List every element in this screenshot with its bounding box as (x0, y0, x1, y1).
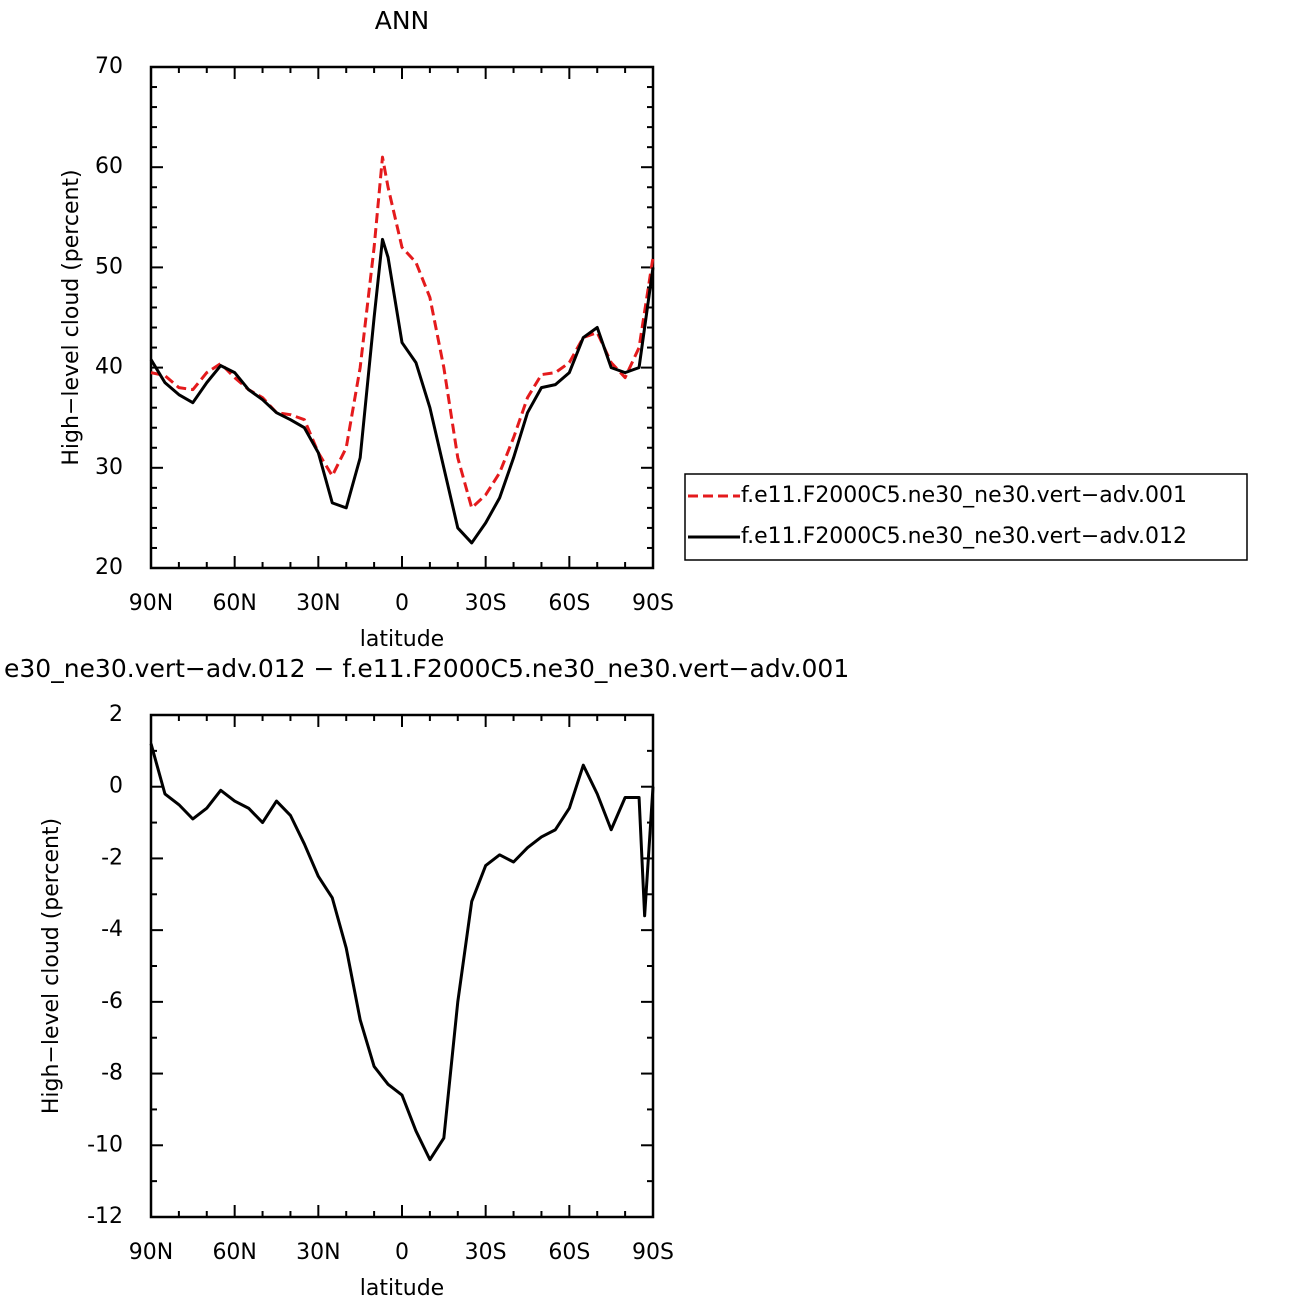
legend-label: f.e11.F2000C5.ne30_ne30.vert−adv.001 (741, 483, 1187, 508)
legend-label: f.e11.F2000C5.ne30_ne30.vert−adv.012 (741, 524, 1187, 549)
plot-frame (149, 713, 655, 1219)
y-tick-label: 2 (109, 702, 123, 727)
y-tick-label: 20 (95, 555, 123, 580)
y-tick-label: -12 (87, 1204, 123, 1229)
chart-title: ANN (375, 6, 430, 35)
x-axis-label: latitude (360, 1276, 444, 1301)
chart-title: e30_ne30.vert−adv.012 − f.e11.F2000C5.ne… (4, 654, 849, 683)
y-tick-label: -8 (101, 1061, 123, 1086)
y-tick-label: 30 (95, 455, 123, 480)
x-tick-label: 30N (296, 591, 340, 616)
x-tick-label: 0 (395, 1240, 409, 1265)
legend-box (684, 473, 1248, 561)
x-tick-label: 30S (465, 1240, 507, 1265)
y-tick-label: 0 (109, 774, 123, 799)
y-tick-label: 70 (95, 54, 123, 79)
x-tick-label: 90N (129, 1240, 173, 1265)
y-tick-label: -4 (101, 917, 123, 942)
y-tick-label: 60 (95, 154, 123, 179)
data-line (150, 155, 655, 510)
y-axis-label: High−level cloud (percent) (39, 818, 64, 1114)
data-line (149, 743, 655, 1162)
y-tick-label: -6 (101, 989, 123, 1014)
x-tick-label: 60N (212, 1240, 256, 1265)
x-tick-label: 90N (129, 591, 173, 616)
x-tick-label: 60S (548, 1240, 590, 1265)
x-tick-label: 90S (632, 1240, 674, 1265)
x-tick-label: 30N (296, 1240, 340, 1265)
y-tick-label: -2 (101, 845, 123, 870)
y-tick-label: 50 (95, 254, 123, 279)
y-tick-label: 40 (95, 355, 123, 380)
y-tick-label: -10 (87, 1132, 123, 1157)
x-tick-label: 0 (395, 591, 409, 616)
x-axis-label: latitude (360, 627, 444, 652)
data-line (149, 237, 655, 545)
y-axis-label: High−level cloud (percent) (59, 169, 84, 465)
x-tick-label: 30S (465, 591, 507, 616)
plot-frame (149, 65, 655, 570)
x-tick-label: 90S (632, 591, 674, 616)
x-tick-label: 60S (548, 591, 590, 616)
x-tick-label: 60N (212, 591, 256, 616)
